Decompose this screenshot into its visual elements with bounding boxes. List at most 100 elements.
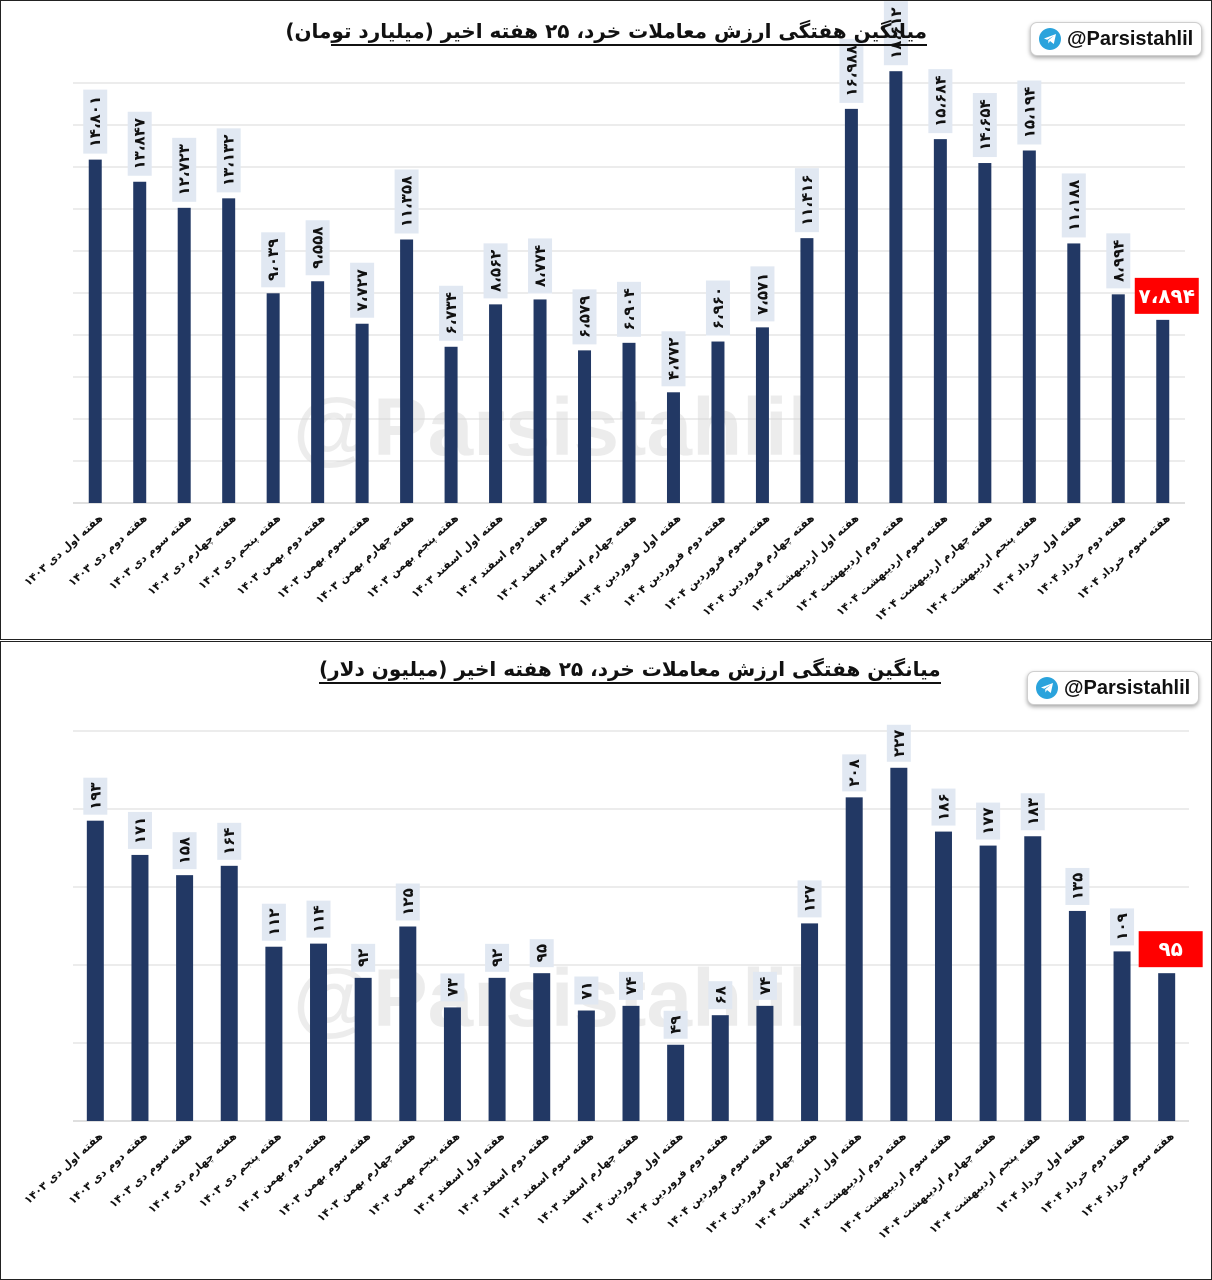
bar — [1022, 150, 1036, 503]
data-label-text: ۱۸۶ — [934, 793, 952, 820]
data-label-text: ۹۲ — [354, 949, 372, 967]
data-label-bg — [794, 168, 819, 233]
bar — [578, 350, 592, 503]
category-label: هفته چهارم دی ۱۴۰۳ — [145, 1130, 239, 1216]
bar — [577, 1010, 595, 1121]
data-label: ۱۹۳ — [83, 777, 108, 815]
bar — [711, 1015, 729, 1121]
bar — [1158, 973, 1176, 1121]
bar — [310, 943, 328, 1121]
data-label-text: ۶،۹۰۴ — [620, 288, 638, 330]
data-label-text: ۲۰۸ — [845, 759, 863, 786]
data-label: ۶،۷۳۴ — [439, 285, 464, 341]
telegram-icon — [1039, 28, 1061, 50]
data-label-text: ۱۳،۸۴۷ — [131, 118, 149, 169]
data-label: ۱۸،۶۱۲ — [883, 1, 908, 66]
bar — [355, 323, 369, 503]
data-label-text: ۶،۵۷۹ — [576, 296, 594, 338]
data-label-text: ۱۵۸ — [176, 837, 194, 864]
data-label-bg — [394, 169, 419, 234]
bar — [801, 923, 819, 1121]
data-label: ۹۲ — [351, 943, 376, 972]
telegram-badge[interactable]: @Parsistahlil — [1030, 22, 1203, 56]
data-label: ۹۵ — [529, 939, 554, 968]
data-label-text: ۷۳ — [443, 978, 461, 996]
bar — [177, 207, 191, 503]
data-label-text: ۸،۵۶۲ — [487, 250, 505, 292]
data-label-bg — [661, 331, 686, 387]
data-label-text: ۹۲ — [488, 949, 506, 967]
data-label: ۹،۰۳۹ — [261, 232, 286, 288]
data-label: ۷۱ — [574, 976, 599, 1005]
data-label-bg — [483, 243, 508, 299]
data-label-text: ۹،۵۵۸ — [309, 227, 327, 269]
bar — [979, 845, 997, 1121]
data-label-bg — [261, 232, 286, 288]
data-label: ۱۱،۱۸۸ — [1061, 173, 1086, 238]
data-label: ۹۲ — [485, 943, 510, 972]
bar — [756, 1005, 774, 1121]
data-label-text: ۷،۷۲۷ — [353, 269, 371, 311]
data-label: ۱۱،۴۱۶ — [794, 168, 819, 233]
data-label-text: ۷۴ — [622, 977, 640, 995]
data-label-text: ۸،۹۹۴ — [1109, 240, 1127, 282]
data-label: ۸،۷۷۴ — [528, 238, 553, 294]
data-label-text: ۱۰۹ — [1113, 913, 1131, 940]
data-label-text: ۱۱،۴۱۶ — [798, 174, 816, 225]
data-label-bg — [305, 220, 330, 276]
category-label: هفته سوم دی ۱۴۰۳ — [106, 512, 194, 593]
telegram-handle: @Parsistahlil — [1064, 676, 1191, 699]
data-label-bg — [928, 69, 953, 134]
data-label: ۲۲۷ — [886, 724, 911, 762]
bar — [86, 820, 104, 1121]
bar — [131, 854, 149, 1121]
data-label-bg — [752, 971, 777, 1000]
data-label: ۲۰۸ — [842, 754, 867, 792]
bar-chart-toman: ۱۴،۸۰۱ هفته اول دی ۱۴۰۳ ۱۳،۸۴۷ هفته دوم دی … — [22, 1, 1199, 624]
data-label-text: ۱۲۷ — [801, 885, 819, 912]
data-label-bg — [127, 811, 152, 849]
data-label-bg — [1134, 277, 1199, 314]
data-label-bg — [1110, 908, 1135, 946]
data-label-text: ۷،۸۹۴ — [1139, 284, 1195, 308]
data-label-text: ۱۴،۶۵۴ — [976, 99, 994, 150]
bar — [443, 1007, 461, 1121]
data-label-bg — [1020, 793, 1045, 831]
data-label-text: ۱۱،۱۸۸ — [1065, 180, 1083, 231]
bar — [533, 973, 551, 1121]
chart-panel-dollar: @Parsistahlil ۱۹۳ هفته اول دی ۱۴۰۳ ۱۷۱ هفته… — [0, 641, 1212, 1280]
data-label-text: ۲۲۷ — [890, 730, 908, 757]
data-label-bg — [485, 943, 510, 972]
data-label-bg — [216, 128, 241, 193]
data-label-bg — [350, 262, 375, 318]
data-label-bg — [172, 832, 197, 870]
data-label-text: ۱۱،۳۵۸ — [398, 176, 416, 227]
data-label-bg — [1106, 233, 1131, 289]
chart-panel-toman: @Parsistahlil ۱۴،۸۰۱ هفته اول دی ۱۴۰۳ ۱۳،۸… — [0, 0, 1212, 640]
data-label-text: ۹۵ — [533, 944, 551, 962]
data-label: ۷،۸۹۴ — [1134, 277, 1199, 314]
data-label: ۱۰۹ — [1110, 908, 1135, 946]
data-label-text: ۷۴ — [756, 977, 774, 995]
data-label: ۱۴،۸۰۱ — [83, 89, 108, 154]
data-label-bg — [886, 724, 911, 762]
data-label-text: ۱۸۳ — [1024, 798, 1042, 825]
data-label-text: ۶،۷۳۴ — [442, 292, 460, 334]
bar — [488, 977, 506, 1121]
data-label-bg — [574, 976, 599, 1005]
data-label: ۷،۷۲۷ — [350, 262, 375, 318]
data-label-bg — [83, 89, 108, 154]
data-label-bg — [528, 238, 553, 294]
data-label-text: ۱۶،۹۸۸ — [842, 45, 860, 96]
data-label: ۱۶۴ — [217, 822, 242, 860]
data-label-text: ۷،۵۷۱ — [753, 273, 771, 315]
category-label: هفته پنجم دی ۱۴۰۳ — [196, 512, 283, 593]
telegram-badge[interactable]: @Parsistahlil — [1027, 671, 1200, 705]
data-label-bg — [395, 883, 420, 921]
data-label: ۱۷۱ — [127, 811, 152, 849]
data-label-text: ۱۸،۶۱۲ — [887, 7, 905, 58]
bar — [622, 342, 636, 503]
data-label: ۶،۹۰۴ — [617, 281, 641, 337]
bar — [444, 346, 458, 503]
bar — [934, 831, 952, 1121]
